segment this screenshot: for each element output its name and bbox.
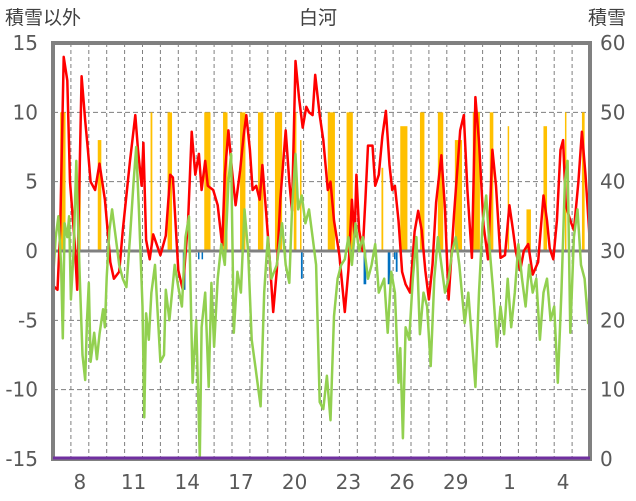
right-tick-label: 10 — [600, 378, 625, 402]
x-tick-label: 14 — [175, 470, 200, 494]
blue-bar — [363, 251, 367, 285]
left-tick-label: 5 — [25, 170, 38, 194]
x-tick-label: 26 — [389, 470, 414, 494]
blue-bar — [387, 251, 391, 285]
x-tick-label: 4 — [557, 470, 570, 494]
blue-bar — [197, 251, 200, 260]
x-tick-label: 20 — [282, 470, 307, 494]
right-tick-label: 20 — [600, 308, 625, 332]
left-tick-label: -15 — [5, 447, 38, 471]
left-tick-label: 15 — [13, 31, 38, 55]
orange-bar — [274, 112, 283, 251]
orange-bar — [97, 140, 102, 251]
right-tick-label: 50 — [600, 100, 625, 124]
red-line — [52, 55, 592, 314]
blue-bar — [201, 251, 204, 260]
x-tick-label: 11 — [121, 470, 146, 494]
plot-marks — [51, 55, 592, 459]
x-tick-label: 8 — [73, 470, 86, 494]
green-line — [51, 145, 592, 459]
orange-bar — [346, 112, 353, 251]
x-tick-label: 17 — [228, 470, 253, 494]
orange-bar — [437, 112, 444, 251]
blue-bar — [393, 251, 396, 260]
orange-bar — [581, 112, 585, 251]
right-tick-label: 60 — [600, 31, 625, 55]
chart-title: 白河 — [299, 7, 337, 29]
orange-bar — [507, 126, 510, 251]
x-tick-label: 23 — [336, 470, 361, 494]
orange-bar — [381, 167, 384, 251]
left-tick-label: -5 — [18, 308, 38, 332]
plot-frame — [51, 41, 592, 461]
right-axis-label: 積雪 — [588, 7, 626, 29]
x-tick-label: 29 — [443, 470, 468, 494]
left-tick-label: 0 — [25, 239, 38, 263]
right-tick-label: 30 — [600, 239, 625, 263]
left-tick-label: -10 — [5, 378, 38, 402]
x-tick-label: 1 — [503, 470, 516, 494]
orange-bar — [454, 140, 463, 251]
orange-bar — [150, 112, 153, 251]
orange-bar — [526, 209, 531, 251]
orange-bar — [419, 112, 425, 251]
right-tick-label: 0 — [600, 447, 613, 471]
orange-bar — [293, 112, 297, 251]
blue-bar — [395, 251, 398, 272]
left-tick-label: 10 — [13, 100, 38, 124]
orange-bar — [240, 112, 246, 251]
blue-bar — [300, 251, 303, 279]
orange-bar — [543, 126, 548, 251]
orange-bar — [60, 112, 66, 251]
orange-bar — [472, 112, 480, 251]
orange-bar — [400, 126, 408, 251]
right-tick-label: 40 — [600, 170, 625, 194]
left-axis-label: 積雪以外 — [5, 7, 81, 29]
